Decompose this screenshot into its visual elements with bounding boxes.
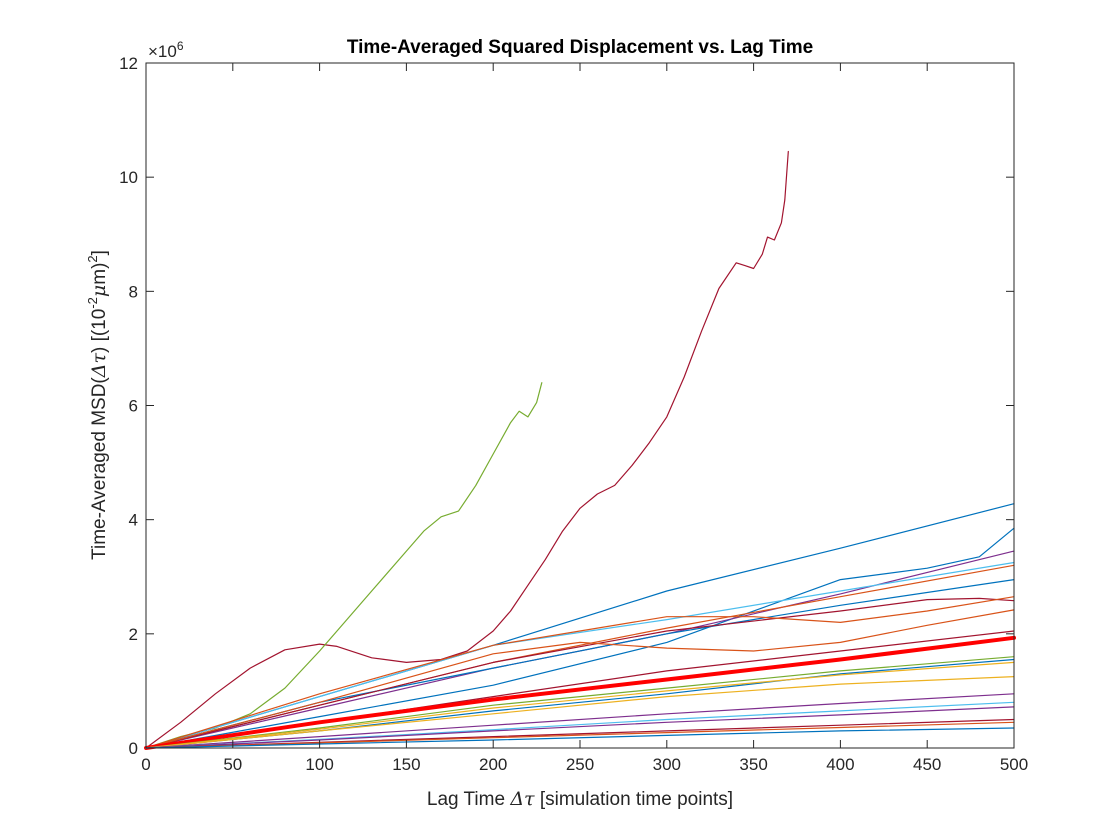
y-axis-label-sup2: 2 [85, 255, 100, 262]
series-line-6 [145, 561, 1015, 749]
y-tick-label: 4 [129, 511, 138, 530]
series-line-4 [145, 527, 1015, 749]
series-line-23 [145, 727, 1015, 749]
y-axis-label-end: ] [89, 250, 110, 255]
x-axis-label-unit: [simulation time points] [535, 789, 734, 810]
y-tick-label: 10 [119, 168, 138, 187]
y-axis-ticks: 0 2 4 6 8 10 12 [119, 54, 1014, 758]
series-line-18 [145, 693, 1015, 749]
x-tick-label: 300 [653, 755, 681, 774]
x-tick-label: 500 [1000, 755, 1028, 774]
x-axis-label-text: Lag Time [427, 789, 510, 810]
x-axis-label: Lag Time Δτ [simulation time points] [427, 788, 733, 810]
series-line-14 [145, 656, 1015, 749]
series-line-1 [145, 150, 789, 749]
x-tick-label: 450 [913, 755, 941, 774]
x-tick-label: 150 [392, 755, 420, 774]
y-tick-label: 12 [119, 54, 138, 73]
y-axis-label-sup1: -2 [85, 297, 100, 309]
y-axis-label-m: m) [89, 263, 110, 285]
y-axis-label-symbol: Δτ [88, 353, 110, 379]
series-layer [144, 150, 1016, 750]
plot-area [146, 63, 1014, 748]
x-tick-label: 350 [739, 755, 767, 774]
series-line-13 [144, 635, 1016, 750]
y-tick-label: 8 [129, 282, 138, 301]
x-tick-label: 50 [223, 755, 242, 774]
y-tick-label: 2 [129, 625, 138, 644]
x-axis-label-symbol: Δτ [509, 788, 535, 810]
y-axis-label: Time-Averaged MSD(Δτ) [(10-2μm)2] [85, 250, 110, 560]
y-exponent-label: ×106 [148, 39, 184, 61]
x-tick-label: 250 [566, 755, 594, 774]
series-line-10 [145, 596, 1015, 749]
series-line-9 [145, 597, 1015, 749]
y-axis-label-mu: μ [88, 285, 110, 297]
series-line-17 [145, 675, 1015, 749]
series-line-22 [145, 721, 1015, 749]
series-line-2 [145, 382, 543, 749]
x-axis-ticks: 0 50 100 150 200 250 300 350 400 450 500 [141, 63, 1028, 774]
y-axis-label-text: Time-Averaged MSD( [89, 377, 110, 560]
y-tick-label: 0 [129, 739, 138, 758]
series-line-16 [145, 661, 1015, 749]
x-tick-label: 100 [305, 755, 333, 774]
y-axis-label-mid: ) [(10 [89, 309, 110, 353]
x-tick-label: 200 [479, 755, 507, 774]
y-exponent-base: ×10 [148, 42, 177, 61]
y-exponent-power: 6 [177, 39, 184, 53]
x-tick-label: 400 [826, 755, 854, 774]
x-tick-label: 0 [141, 755, 150, 774]
chart-title: Time-Averaged Squared Displacement vs. L… [347, 37, 813, 58]
series-line-11 [145, 609, 1015, 749]
series-line-20 [145, 706, 1015, 749]
y-tick-label: 6 [129, 397, 138, 416]
